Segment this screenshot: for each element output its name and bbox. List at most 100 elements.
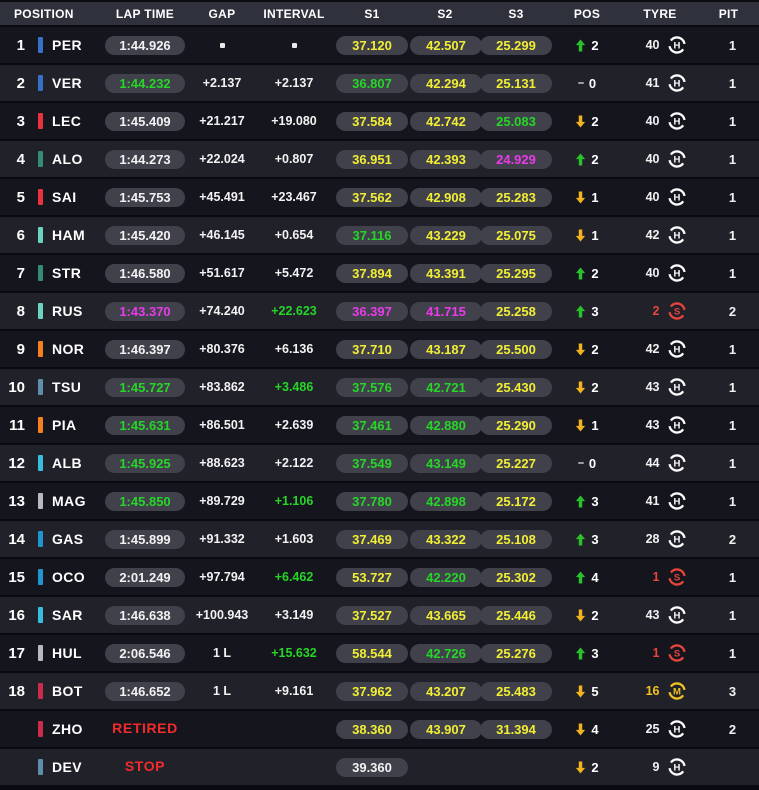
interval-cell: +15.632 bbox=[254, 644, 334, 662]
team-color-bar bbox=[38, 493, 43, 509]
header-s1: S1 bbox=[364, 6, 380, 21]
position-change-arrow-icon bbox=[576, 685, 586, 697]
gap-value: +89.729 bbox=[199, 494, 245, 508]
pit-count: 1 bbox=[728, 455, 737, 471]
header-s2: S2 bbox=[437, 6, 453, 21]
sector-2-cell: 42.898 bbox=[410, 491, 482, 511]
tyre-cell: 44 H bbox=[622, 453, 698, 473]
pit-count: 1 bbox=[728, 37, 737, 53]
driver-code: PIA bbox=[52, 417, 77, 433]
position-change: 1 bbox=[552, 228, 622, 243]
timing-row: 12 ALB 1:45.925 +88.623 +2.122 37.549 43… bbox=[0, 445, 759, 483]
position-change-arrow-icon bbox=[576, 381, 586, 393]
lap-time: 1:45.631 bbox=[105, 415, 185, 435]
tyre-compound-letter: H bbox=[673, 116, 680, 127]
lap-time-cell: 1:45.631 bbox=[100, 415, 190, 435]
tyre-age: 2 bbox=[652, 304, 660, 318]
lap-time: 1:46.652 bbox=[105, 681, 185, 701]
team-color-bar bbox=[38, 113, 43, 129]
sector-2-cell: 43.149 bbox=[410, 453, 482, 473]
tyre-cell: 1 S bbox=[622, 643, 698, 663]
header-lap-time: LAP TIME bbox=[115, 6, 175, 21]
driver-code: SAR bbox=[52, 607, 83, 623]
sector-3-time: 24.929 bbox=[480, 149, 552, 169]
driver-code: TSU bbox=[52, 379, 82, 395]
tyre-compound-icon: H bbox=[667, 112, 686, 130]
position-change-arrow-icon bbox=[576, 153, 586, 165]
gap-cell: 1 L bbox=[190, 682, 254, 700]
gap-cell: +21.217 bbox=[190, 112, 254, 130]
sector-3-time: 25.276 bbox=[480, 643, 552, 663]
lap-time-cell: RETIRED bbox=[100, 720, 190, 738]
position-change: 2 bbox=[552, 380, 622, 395]
sector-2-time: 42.880 bbox=[410, 415, 482, 435]
interval-value: +3.149 bbox=[274, 608, 314, 622]
position-number: 10 bbox=[8, 378, 25, 396]
tyre-age: 40 bbox=[645, 38, 660, 52]
header-pos-change: POS bbox=[573, 6, 601, 21]
driver-code: LEC bbox=[52, 113, 82, 129]
position-change-value: 0 bbox=[588, 455, 597, 471]
header-gap: GAP bbox=[208, 6, 236, 21]
timing-row: 13 MAG 1:45.850 +89.729 +1.106 37.780 42… bbox=[0, 483, 759, 521]
sector-2-time: 43.207 bbox=[410, 681, 482, 701]
tyre-age: 43 bbox=[645, 418, 660, 432]
tyre-cell: 1 S bbox=[622, 567, 698, 587]
position-change: 3 bbox=[552, 532, 622, 547]
sector-3-time: 25.283 bbox=[480, 187, 552, 207]
sector-2-time: 43.149 bbox=[410, 453, 482, 473]
pit-count: 2 bbox=[728, 303, 737, 319]
position-change: 5 bbox=[552, 684, 622, 699]
team-color-bar bbox=[38, 683, 43, 699]
driver-code: MAG bbox=[52, 493, 86, 509]
position-number: 9 bbox=[16, 340, 25, 358]
gap-cell: +89.729 bbox=[190, 492, 254, 510]
position-change-value: 2 bbox=[591, 341, 599, 357]
lap-time-cell: 1:44.232 bbox=[100, 73, 190, 93]
gap-value: +100.943 bbox=[195, 608, 249, 622]
interval-value: +15.632 bbox=[271, 646, 317, 660]
sector-3-time: 25.302 bbox=[480, 567, 552, 587]
gap-cell: +88.623 bbox=[190, 454, 254, 472]
gap-value: 1 L bbox=[212, 684, 232, 698]
interval-cell: +23.467 bbox=[254, 188, 334, 206]
sector-2-time: 43.229 bbox=[410, 225, 482, 245]
timing-row: 17 HUL 2:06.546 1 L +15.632 58.544 42.72… bbox=[0, 635, 759, 673]
sector-2-cell: 43.187 bbox=[410, 339, 482, 359]
position-change-value: 5 bbox=[591, 683, 599, 699]
driver-code: RUS bbox=[52, 303, 83, 319]
tyre-compound-letter: H bbox=[673, 496, 680, 507]
team-color-bar bbox=[38, 569, 43, 585]
sector-1-cell: 37.576 bbox=[334, 377, 410, 397]
sector-1-cell: 36.397 bbox=[334, 301, 410, 321]
timing-row: 10 TSU 1:45.727 +83.862 +3.486 37.576 42… bbox=[0, 369, 759, 407]
sector-2-time: 42.393 bbox=[410, 149, 482, 169]
lap-time: 1:43.370 bbox=[105, 301, 185, 321]
driver-code: ALO bbox=[52, 151, 83, 167]
tyre-compound-letter: H bbox=[673, 724, 680, 735]
position-change: 4 bbox=[552, 722, 622, 737]
position-change: 0 bbox=[552, 456, 622, 471]
sector-1-time: 58.544 bbox=[336, 643, 408, 663]
tyre-compound-icon: S bbox=[667, 568, 686, 586]
tyre-compound-icon: S bbox=[667, 302, 686, 320]
tyre-cell: 43 H bbox=[622, 415, 698, 435]
position-number: 2 bbox=[16, 74, 25, 92]
interval-value: +6.462 bbox=[274, 570, 314, 584]
lap-time-cell: 1:44.926 bbox=[100, 35, 190, 55]
header-s3: S3 bbox=[508, 6, 524, 21]
gap-cell: +2.137 bbox=[190, 74, 254, 92]
lap-time: 1:46.397 bbox=[105, 339, 185, 359]
sector-3-time: 25.131 bbox=[480, 73, 552, 93]
position-number: 6 bbox=[16, 226, 25, 244]
position-change-value: 2 bbox=[591, 379, 599, 395]
sector-2-cell: 42.742 bbox=[410, 111, 482, 131]
sector-3-time: 25.108 bbox=[480, 529, 552, 549]
tyre-compound-letter: H bbox=[673, 78, 680, 89]
position-change-arrow-icon bbox=[576, 419, 586, 431]
gap-cell: 1 L bbox=[190, 644, 254, 662]
lap-time: RETIRED bbox=[112, 720, 178, 736]
sector-1-cell: 37.962 bbox=[334, 681, 410, 701]
timing-row: 18 BOT 1:46.652 1 L +9.161 37.962 43.207… bbox=[0, 673, 759, 711]
interval-cell: +6.462 bbox=[254, 568, 334, 586]
